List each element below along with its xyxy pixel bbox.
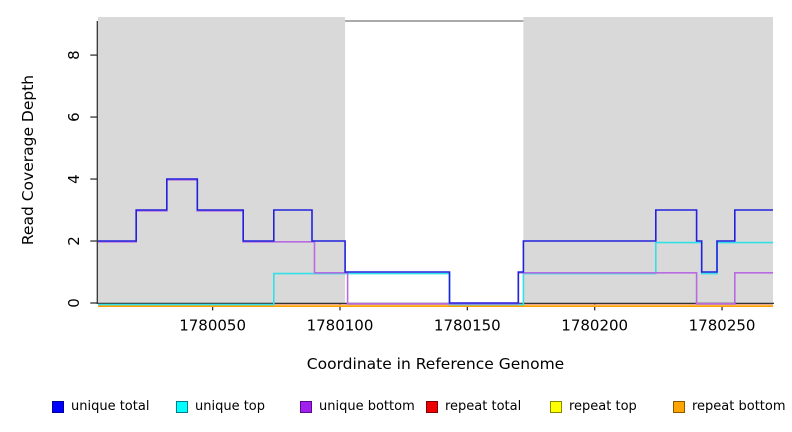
legend-swatch-icon	[176, 401, 188, 413]
shaded-region-0	[98, 17, 346, 304]
legend-swatch-icon	[52, 401, 64, 413]
legend-item-repeat-total: repeat total	[426, 397, 521, 417]
y-tick-label: 8	[65, 50, 83, 60]
x-axis-title: Coordinate in Reference Genome	[307, 355, 564, 373]
x-tick-label: 1780050	[179, 316, 246, 334]
legend-label: unique top	[195, 399, 266, 414]
legend-swatch-icon	[300, 401, 312, 413]
y-tick-label: 4	[65, 174, 83, 184]
legend-label: repeat total	[445, 399, 522, 414]
x-tick-label: 1780250	[689, 316, 756, 334]
y-tick-label: 0	[65, 298, 83, 308]
series-unique-top	[98, 241, 773, 306]
legend-label: repeat bottom	[692, 399, 786, 414]
x-tick-label: 1780100	[307, 316, 374, 334]
x-tick-label: 1780200	[561, 316, 628, 334]
y-tick-label: 6	[65, 112, 83, 122]
legend-swatch-icon	[426, 401, 438, 413]
coverage-chart: 1780050 1780100 1780150 1780200 1780250 0 2 4 6 8…	[19, 17, 774, 373]
legend-item-repeat-top: repeat top	[550, 397, 637, 417]
x-tick-label: 1780150	[434, 316, 501, 334]
y-axis-title: Read Coverage Depth	[19, 75, 37, 245]
legend-item-unique-top: unique top	[176, 397, 265, 417]
chart-legend: unique total unique top unique bottom repea…	[0, 397, 792, 423]
legend-item-repeat-bottom: repeat bottom	[673, 397, 786, 417]
legend-label: unique total	[71, 399, 150, 414]
legend-label: repeat top	[569, 399, 637, 414]
legend-swatch-icon	[673, 401, 685, 413]
shaded-region-1	[523, 17, 773, 304]
legend-swatch-icon	[550, 401, 562, 413]
series-unique-total	[98, 178, 773, 304]
legend-item-unique-bottom: unique bottom	[300, 397, 415, 417]
y-tick-label: 2	[65, 236, 83, 246]
legend-item-unique-total: unique total	[52, 397, 149, 417]
legend-label: unique bottom	[319, 399, 415, 414]
